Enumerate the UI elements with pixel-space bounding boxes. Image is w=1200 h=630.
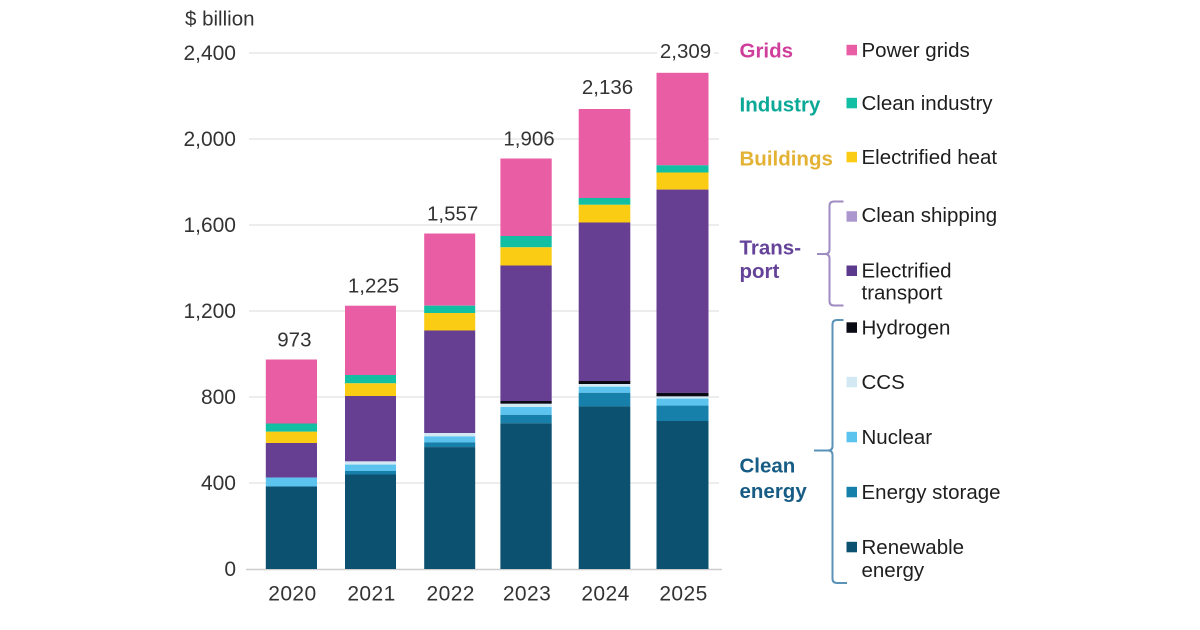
svg-text:Clean industry: Clean industry	[862, 92, 994, 115]
svg-text:400: 400	[201, 472, 236, 495]
svg-text:energy: energy	[740, 480, 808, 503]
svg-text:Clean: Clean	[740, 455, 796, 478]
svg-text:energy: energy	[862, 559, 925, 582]
svg-text:transport: transport	[862, 282, 943, 305]
svg-text:Renewable: Renewable	[862, 536, 965, 559]
svg-text:2022: 2022	[427, 583, 475, 606]
svg-text:Energy storage: Energy storage	[862, 481, 1001, 504]
svg-text:1,906: 1,906	[503, 127, 554, 150]
svg-text:2023: 2023	[503, 583, 551, 606]
svg-text:Electrified: Electrified	[862, 260, 952, 283]
svg-text:Trans-: Trans-	[740, 237, 802, 260]
svg-text:1,225: 1,225	[348, 275, 399, 298]
svg-text:port: port	[740, 260, 780, 283]
svg-text:0: 0	[224, 558, 236, 581]
svg-text:$ billion: $ billion	[185, 8, 255, 31]
svg-text:CCS: CCS	[862, 371, 905, 394]
svg-text:2025: 2025	[659, 583, 707, 606]
svg-text:2,000: 2,000	[183, 128, 236, 151]
svg-text:Power grids: Power grids	[862, 39, 970, 62]
svg-text:2024: 2024	[581, 583, 629, 606]
svg-text:1,200: 1,200	[183, 300, 236, 323]
svg-text:1,600: 1,600	[183, 214, 236, 237]
svg-text:973: 973	[277, 328, 311, 351]
svg-text:2,309: 2,309	[660, 40, 711, 63]
svg-text:2,136: 2,136	[582, 76, 633, 99]
svg-text:Industry: Industry	[740, 94, 821, 117]
svg-text:Hydrogen: Hydrogen	[862, 317, 951, 340]
svg-text:Clean shipping: Clean shipping	[862, 204, 998, 227]
svg-text:Electrified heat: Electrified heat	[862, 146, 998, 169]
svg-text:Buildings: Buildings	[740, 148, 833, 171]
svg-text:Grids: Grids	[740, 40, 794, 63]
svg-text:1,557: 1,557	[427, 202, 478, 225]
svg-text:2021: 2021	[347, 583, 395, 606]
svg-text:800: 800	[201, 386, 236, 409]
svg-text:2,400: 2,400	[183, 42, 236, 65]
svg-text:2020: 2020	[268, 583, 316, 606]
svg-text:Nuclear: Nuclear	[862, 426, 933, 449]
